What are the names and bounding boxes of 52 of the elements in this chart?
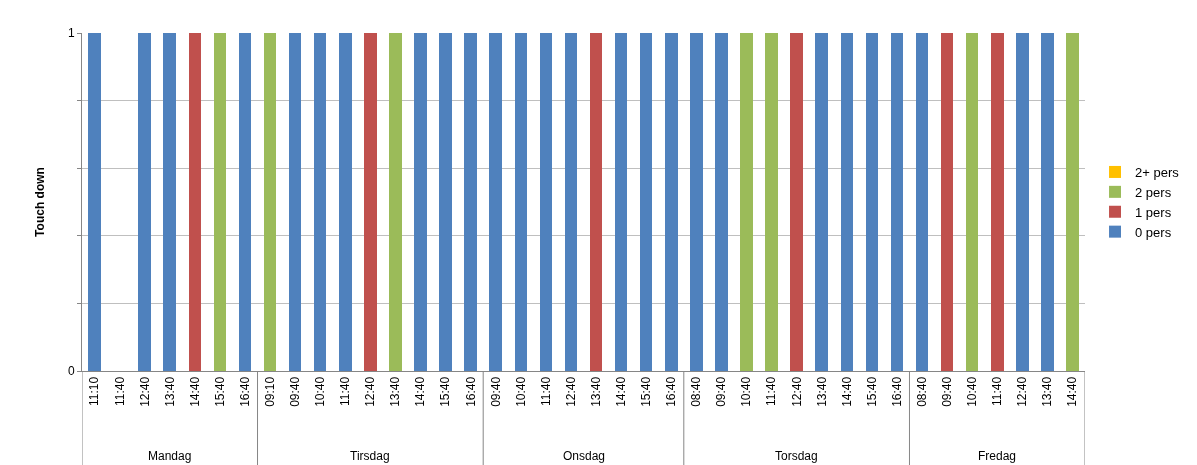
text: Mandag	[148, 449, 192, 463]
x-tick-label: 16:40	[889, 376, 904, 407]
x-tick-label: 15:40	[864, 376, 879, 407]
x-tick-label: 11:40	[764, 376, 779, 406]
y-tick-label: 1	[67, 26, 75, 41]
x-tick-label: 12:40	[137, 376, 152, 407]
y-tick-label: 0	[67, 364, 75, 379]
x-tick-label: 09:40	[288, 376, 303, 407]
y-axis-title: Touch down	[33, 167, 48, 237]
x-tick-label: 15:40	[438, 376, 453, 407]
x-tick-label: 13:40	[162, 376, 177, 407]
x-tick-label: 14:40	[187, 376, 202, 407]
legend-label: 2+ pers	[1135, 165, 1180, 181]
x-tick-label: 14:40	[614, 376, 629, 407]
x-tick-label: 15:40	[212, 376, 227, 407]
text: Tirsdag	[350, 449, 390, 463]
x-tick-label: 13:40	[588, 376, 603, 407]
x-tick-label: 09:40	[488, 376, 503, 407]
x-tick-label: 12:40	[1015, 376, 1030, 407]
x-tick-label: 15:40	[639, 376, 654, 407]
text: Onsdag	[563, 449, 606, 463]
x-tick-label: 09:40	[939, 376, 954, 407]
x-tick-label: 16:40	[664, 376, 679, 407]
x-tick-label: 14:40	[1065, 376, 1080, 407]
x-tick-label: 11:40	[990, 376, 1005, 406]
x-tick-label: 11:40	[112, 376, 127, 406]
x-tick-label: 10:40	[739, 376, 754, 407]
x-tick-label: 12:40	[789, 376, 804, 407]
x-tick-label: 12:40	[563, 376, 578, 407]
x-tick-label: 11:10	[87, 376, 102, 406]
x-tick-label: 11:40	[538, 376, 553, 406]
x-tick-label: 13:40	[388, 376, 403, 407]
x-tick-label: 11:40	[338, 376, 353, 406]
x-tick-label: 13:40	[1040, 376, 1055, 407]
legend-label: 2 pers	[1135, 184, 1172, 200]
x-tick-label: 14:40	[839, 376, 854, 407]
text: Fredag	[978, 449, 1017, 463]
legend-label: 0 pers	[1135, 224, 1172, 240]
x-tick-label: 16:40	[237, 376, 252, 407]
x-tick-label: 10:40	[313, 376, 328, 407]
x-tick-label: 14:40	[413, 376, 428, 407]
x-tick-label: 08:40	[689, 376, 704, 407]
x-tick-label: 08:40	[914, 376, 929, 407]
x-tick-label: 13:40	[814, 376, 829, 407]
x-tick-label: 09:10	[262, 376, 277, 407]
x-tick-label: 16:40	[463, 376, 478, 407]
x-tick-label: 10:40	[513, 376, 528, 407]
text: Torsdag	[775, 449, 818, 463]
legend-label: 1 pers	[1135, 204, 1172, 220]
x-tick-label: 12:40	[363, 376, 378, 407]
x-tick-label: 09:40	[714, 376, 729, 407]
x-tick-label: 10:40	[965, 376, 980, 407]
